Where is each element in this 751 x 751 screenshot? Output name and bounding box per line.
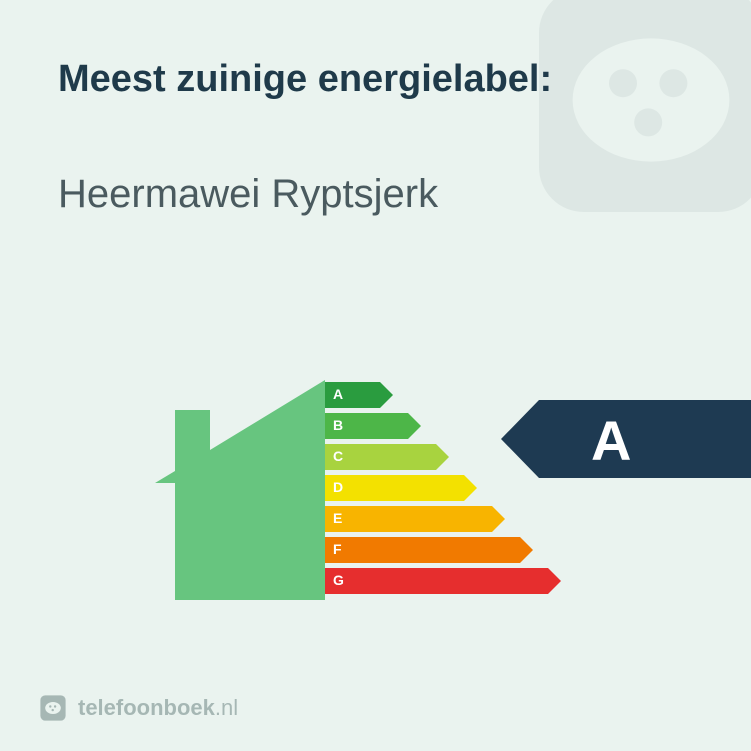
bar-letter: A	[333, 386, 343, 402]
footer-brand: telefoonboek.nl	[38, 693, 238, 723]
house-icon	[155, 380, 325, 600]
brand-icon	[38, 693, 68, 723]
selected-energy-label: A	[501, 400, 751, 478]
selected-label-letter: A	[591, 408, 631, 473]
location-name: Heermawei Ryptsjerk	[58, 172, 438, 217]
bar-letter: F	[333, 541, 342, 557]
brand-tld: .nl	[215, 695, 238, 720]
bar-letter: D	[333, 479, 343, 495]
bar-letter: C	[333, 448, 343, 464]
brand-name: telefoonboek	[78, 695, 215, 720]
bar-letter: E	[333, 510, 342, 526]
brand-text: telefoonboek.nl	[78, 695, 238, 721]
bar-letter: B	[333, 417, 343, 433]
bar-letter: G	[333, 572, 344, 588]
watermark-icon	[511, 0, 751, 240]
page-title: Meest zuinige energielabel:	[58, 58, 552, 101]
